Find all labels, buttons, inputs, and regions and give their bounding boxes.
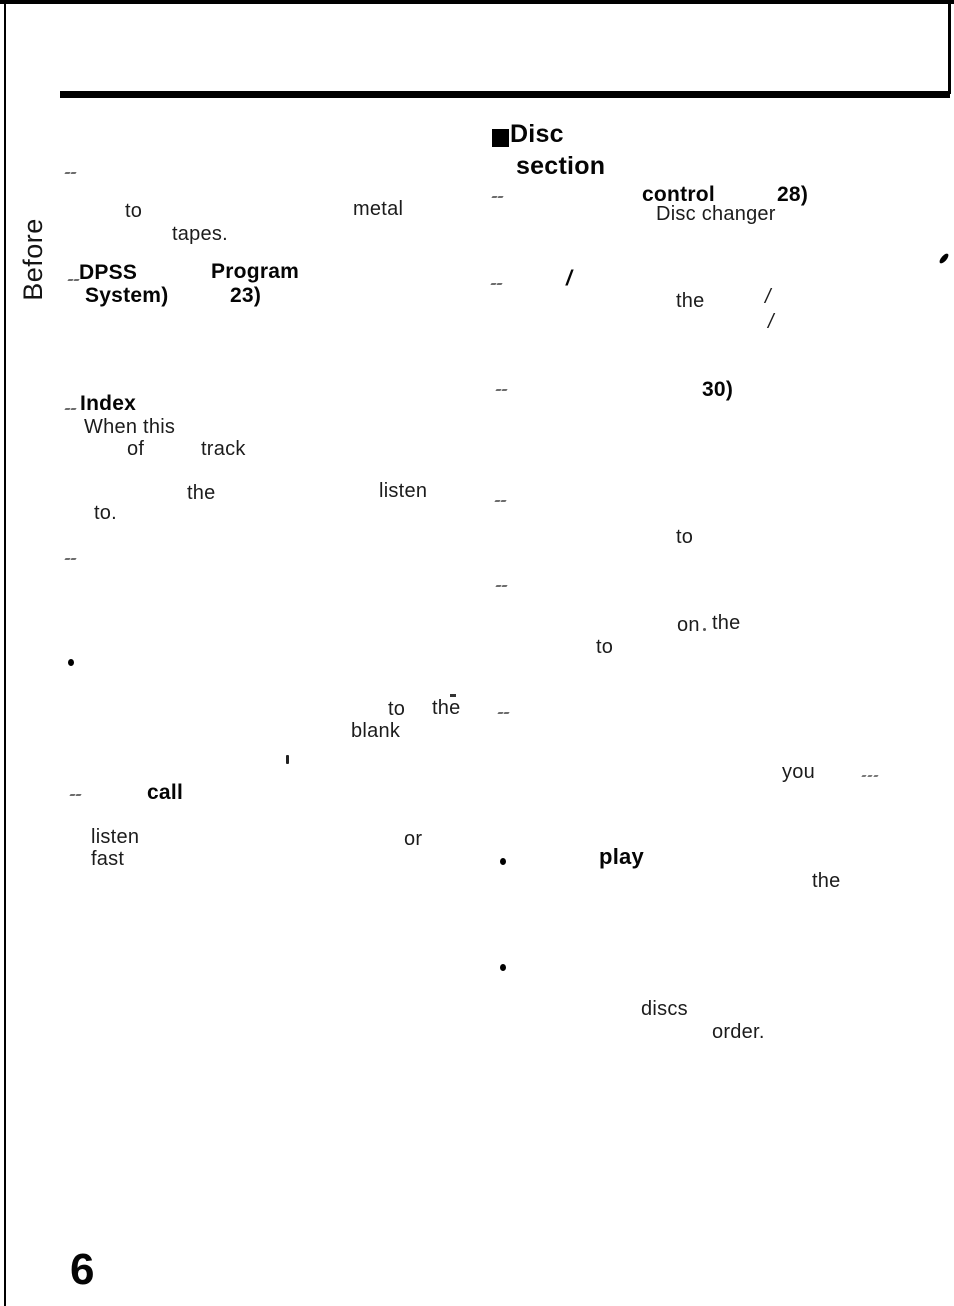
text-fragment: control <box>642 183 715 206</box>
scan-mark <box>65 556 76 562</box>
scan-mark <box>938 252 950 265</box>
text-fragment: listen <box>91 826 140 848</box>
scan-mark <box>68 277 79 283</box>
text-fragment: Program <box>211 260 300 283</box>
scan-mark <box>70 792 81 798</box>
page-top-border <box>0 0 954 4</box>
scan-mark <box>498 710 509 716</box>
text-fragment: to. <box>94 502 117 524</box>
text-fragment: / <box>765 286 771 308</box>
sidebar-vertical-label: Before <box>4 206 62 312</box>
text-fragment: DPSS <box>79 261 138 284</box>
scan-mark <box>65 406 76 412</box>
text-fragment: to <box>596 636 614 658</box>
heading-disc-section: section <box>516 152 606 180</box>
text-fragment: Disc changer <box>656 203 776 225</box>
page-right-border <box>948 0 951 94</box>
text-fragment: discs <box>641 998 688 1020</box>
text-fragment: play <box>599 844 645 869</box>
text-fragment: When this <box>84 416 176 438</box>
sidebar-label-text: Before <box>17 217 48 301</box>
text-fragment: the <box>812 870 841 892</box>
text-fragment: on <box>677 614 700 636</box>
scan-mark <box>65 170 76 176</box>
text-fragment: the <box>432 697 461 719</box>
section-square-marker <box>492 129 509 147</box>
text-fragment: / <box>566 267 573 290</box>
text-fragment: 23) <box>230 284 262 307</box>
text-fragment: the <box>187 482 216 504</box>
text-fragment: metal <box>353 198 404 220</box>
bullet-marker <box>500 858 506 865</box>
text-fragment: System) <box>85 284 169 307</box>
text-fragment: fast <box>91 848 125 870</box>
heading-index: Index <box>80 392 137 415</box>
scan-mark <box>496 387 507 393</box>
text-fragment: to <box>676 526 694 548</box>
text-fragment: 30) <box>702 378 734 401</box>
scan-mark <box>703 628 706 631</box>
bullet-marker <box>500 964 506 971</box>
page-left-border <box>4 0 6 1306</box>
page-number: 6 <box>70 1245 95 1294</box>
text-fragment: track <box>201 438 246 460</box>
text-fragment: call <box>147 781 184 804</box>
text-fragment: of <box>127 438 145 460</box>
scan-mark <box>496 583 507 589</box>
text-fragment: / <box>768 311 774 333</box>
header-rule <box>60 91 950 98</box>
text-fragment: listen <box>379 480 428 502</box>
bullet-marker <box>68 659 74 666</box>
text-fragment: the <box>712 612 741 634</box>
text-fragment: you <box>782 761 815 783</box>
scan-mark <box>491 281 502 287</box>
text-fragment: to <box>125 200 143 222</box>
text-fragment: tapes. <box>172 223 228 245</box>
scan-mark <box>495 498 506 504</box>
text-fragment: blank <box>351 720 401 742</box>
text-fragment: the <box>676 290 705 312</box>
scan-mark <box>492 194 503 200</box>
scan-mark <box>286 755 289 764</box>
text-fragment: 28) <box>777 183 809 206</box>
heading-disc: Disc <box>510 120 564 148</box>
text-fragment: to <box>388 698 406 720</box>
text-fragment: order. <box>712 1021 765 1043</box>
scan-mark <box>862 773 880 779</box>
text-fragment: or <box>404 828 423 850</box>
scan-mark <box>450 694 456 697</box>
